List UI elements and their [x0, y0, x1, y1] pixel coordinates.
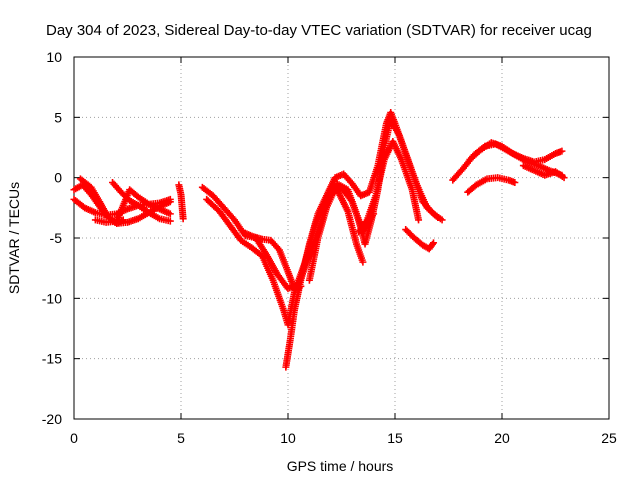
data-point: [166, 217, 174, 225]
x-tick-label: 10: [280, 430, 296, 446]
y-tick-label: -15: [42, 351, 62, 367]
y-axis-label: SDTVAR / TECUs: [6, 182, 22, 294]
chart-title: Day 304 of 2023, Sidereal Day-to-day VTE…: [46, 22, 592, 39]
series-sat-m: [402, 226, 438, 253]
data-point: [511, 178, 519, 186]
y-tick-label: 5: [54, 109, 62, 125]
series-sat-p: [464, 174, 519, 196]
y-tick-labels: 10 5 0 -5 -10 -15 -20: [42, 49, 62, 427]
y-tick-label: -10: [42, 290, 62, 306]
x-tick-label: 25: [601, 430, 617, 446]
x-tick-label: 5: [177, 430, 185, 446]
series-sat-o: [466, 139, 566, 166]
data-point: [430, 239, 438, 247]
data-point: [558, 147, 566, 155]
series-sat-l: [355, 137, 423, 236]
axis-ticks: [73, 56, 610, 420]
y-tick-label: 10: [46, 49, 62, 65]
data-point: [359, 258, 367, 266]
y-tick-label: -5: [50, 230, 63, 246]
series-sat-f: [175, 181, 187, 223]
data-point: [560, 174, 568, 182]
x-axis-label: GPS time / hours: [287, 458, 394, 474]
x-tick-labels: 0 5 10 15 20 25: [70, 430, 617, 446]
series-sat-d: [109, 178, 174, 225]
y-tick-label: -20: [42, 411, 62, 427]
data-point: [438, 216, 446, 224]
data-point: [179, 215, 187, 223]
series-sat-q: [519, 162, 568, 182]
x-tick-label: 20: [494, 430, 510, 446]
data-points: [70, 109, 568, 371]
series-sat-k: [305, 116, 446, 284]
data-point: [166, 210, 174, 218]
data-point: [428, 240, 436, 248]
x-tick-label: 15: [387, 430, 403, 446]
y-tick-label: 0: [54, 170, 62, 186]
data-point: [415, 216, 423, 224]
data-point: [166, 198, 174, 206]
series-sat-e: [91, 186, 174, 226]
x-tick-label: 0: [70, 430, 78, 446]
